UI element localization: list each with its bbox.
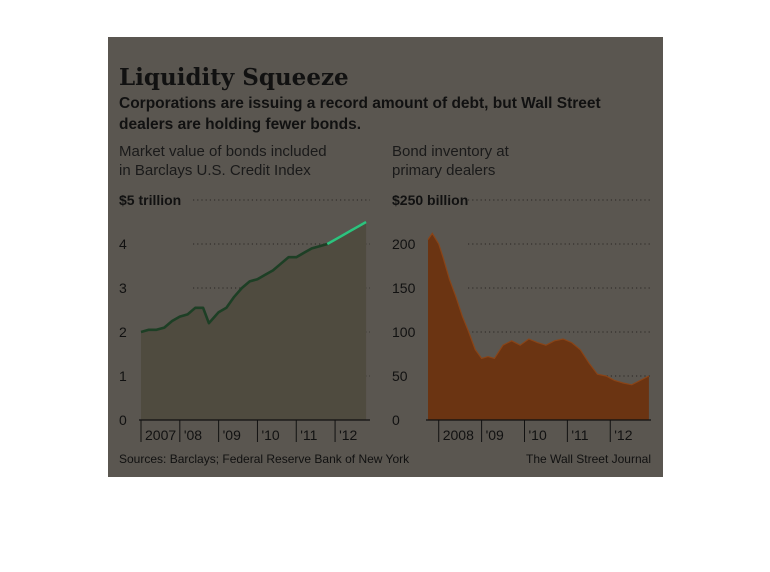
right-chart-label-line-2: primary dealers bbox=[392, 162, 495, 179]
x-tick-label: '09 bbox=[223, 427, 241, 443]
credit-note: The Wall Street Journal bbox=[526, 452, 651, 466]
left-area bbox=[141, 222, 367, 420]
y-tick-label: 0 bbox=[392, 412, 400, 428]
left-chart-label-line-1: Market value of bonds included bbox=[119, 143, 327, 160]
chart-panel: Liquidity Squeeze Corporations are issui… bbox=[108, 37, 663, 477]
chart-title: Liquidity Squeeze bbox=[119, 64, 349, 91]
y-tick-label: 0 bbox=[119, 412, 127, 428]
y-tick-label: 50 bbox=[392, 368, 408, 384]
series-line-recent bbox=[326, 220, 367, 246]
x-tick-label: '10 bbox=[261, 427, 279, 443]
y-tick-label: 150 bbox=[392, 280, 416, 296]
series-line bbox=[140, 220, 367, 334]
y-tick-label: 200 bbox=[392, 236, 416, 252]
x-tick-label: '12 bbox=[614, 427, 632, 443]
series-edge bbox=[427, 232, 650, 386]
y-tick-label: 4 bbox=[119, 236, 127, 252]
y-tick-label: 100 bbox=[392, 324, 416, 340]
x-tick-label: '11 bbox=[300, 427, 317, 443]
x-tick-label: '10 bbox=[528, 427, 546, 443]
y-unit-label: $5 trillion bbox=[119, 192, 181, 208]
y-tick-label: 1 bbox=[119, 368, 127, 384]
y-unit-label: $250 billion bbox=[392, 192, 468, 208]
subtitle-line-2: dealers are holding fewer bonds. bbox=[119, 116, 361, 133]
source-note: Sources: Barclays; Federal Reserve Bank … bbox=[119, 452, 410, 466]
left-chart: 0 1 2 3 4 $5 trillion 2007 '08 '09 '10 '11 '12 bbox=[119, 192, 370, 443]
right-area bbox=[428, 233, 649, 420]
x-tick-label: '11 bbox=[571, 427, 588, 443]
right-chart-label-line-1: Bond inventory at bbox=[392, 143, 510, 160]
x-tick-label: '09 bbox=[486, 427, 504, 443]
right-chart: 0 50 100 150 200 $250 billion 2008 '09 '10 '11 '12 bbox=[392, 192, 651, 443]
left-chart-label-line-2: in Barclays U.S. Credit Index bbox=[119, 162, 311, 179]
subtitle-line-1: Corporations are issuing a record amount… bbox=[119, 95, 601, 112]
x-tick-label: '08 bbox=[184, 427, 202, 443]
x-tick-label: '12 bbox=[339, 427, 357, 443]
x-tick-label: 2007 bbox=[145, 427, 176, 443]
chart-graphic: Liquidity Squeeze Corporations are issui… bbox=[119, 64, 651, 466]
y-tick-label: 3 bbox=[119, 280, 127, 296]
y-tick-label: 2 bbox=[119, 324, 127, 340]
x-tick-label: 2008 bbox=[443, 427, 474, 443]
